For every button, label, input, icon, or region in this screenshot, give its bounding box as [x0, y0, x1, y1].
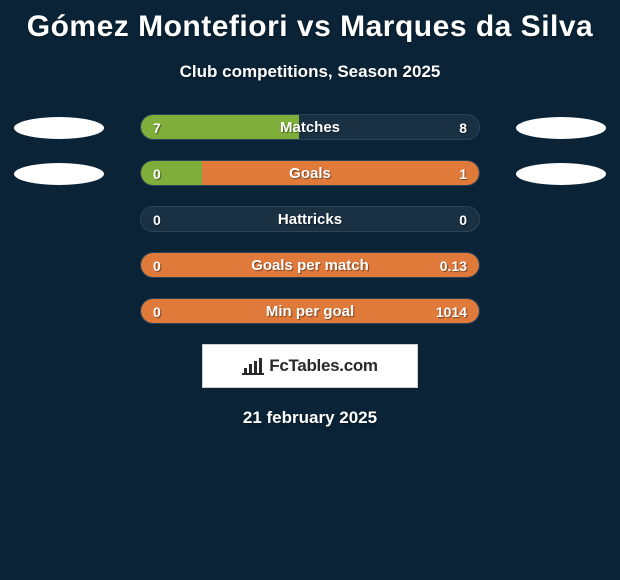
stat-row-goals: 0 Goals 1	[0, 160, 620, 186]
stat-value-right: 1	[459, 161, 467, 186]
stat-track: 0 Min per goal 1014	[140, 298, 480, 324]
stat-row-min-per-goal: 0 Min per goal 1014	[0, 298, 620, 324]
subtitle: Club competitions, Season 2025	[0, 62, 620, 82]
stat-track: 0 Goals 1	[140, 160, 480, 186]
stat-track: 0 Hattricks 0	[140, 206, 480, 232]
stat-label: Min per goal	[141, 299, 479, 324]
stat-label: Hattricks	[141, 207, 479, 232]
stat-track: 0 Goals per match 0.13	[140, 252, 480, 278]
stat-value-right: 0	[459, 207, 467, 232]
stat-label: Goals per match	[141, 253, 479, 278]
stat-value-right: 1014	[436, 299, 467, 324]
stat-label: Goals	[141, 161, 479, 186]
page-title: Gómez Montefiori vs Marques da Silva	[0, 0, 620, 44]
fctables-logo[interactable]: FcTables.com	[202, 344, 418, 388]
stat-row-matches: 7 Matches 8	[0, 114, 620, 140]
right-player-avatar	[516, 117, 606, 139]
right-player-avatar	[516, 163, 606, 185]
stat-label: Matches	[141, 115, 479, 140]
logo-text: FcTables.com	[269, 356, 378, 376]
comparison-date: 21 february 2025	[0, 408, 620, 428]
stat-row-hattricks: 0 Hattricks 0	[0, 206, 620, 232]
stats-chart: 7 Matches 8 0 Goals 1 0 Hattricks 0	[0, 114, 620, 324]
stat-track: 7 Matches 8	[140, 114, 480, 140]
stat-row-goals-per-match: 0 Goals per match 0.13	[0, 252, 620, 278]
bar-chart-icon	[242, 357, 264, 375]
left-player-avatar	[14, 117, 104, 139]
left-player-avatar	[14, 163, 104, 185]
stat-value-right: 0.13	[440, 253, 467, 278]
comparison-card: Gómez Montefiori vs Marques da Silva Clu…	[0, 0, 620, 580]
stat-value-right: 8	[459, 115, 467, 140]
